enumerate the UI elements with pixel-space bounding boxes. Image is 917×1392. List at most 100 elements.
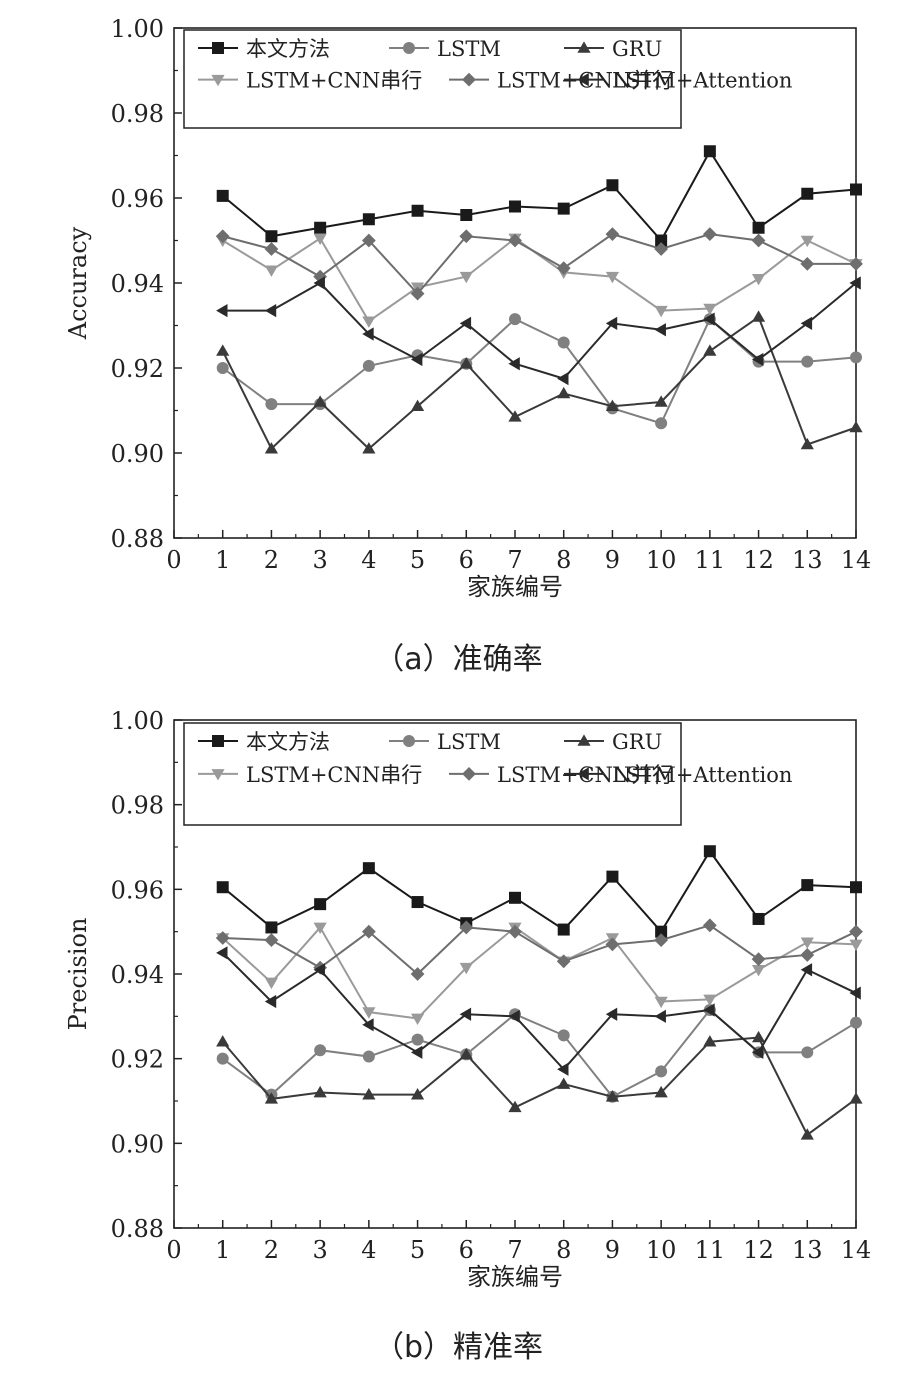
x-tick-label: 2: [264, 1236, 279, 1264]
data-point-gru: [410, 399, 425, 412]
data-point-lstm-attention: [800, 963, 813, 977]
data-point-gru: [557, 386, 571, 399]
data-point-gru: [264, 442, 279, 454]
series-line-lstm-cnn-parallel: [222, 233, 856, 296]
data-point-lstm-cnn-serial: [459, 271, 473, 284]
data-point-gru: [362, 442, 376, 454]
data-point-ours: [362, 862, 375, 875]
legend-entry-lstm-cnn-serial: LSTM+CNN串行: [198, 763, 422, 787]
x-tick-label: 1: [215, 546, 230, 574]
x-tick-label: 5: [410, 1236, 425, 1264]
data-point-lstm-cnn-parallel: [459, 920, 474, 935]
legend-entry-lstm: LSTM: [389, 730, 501, 754]
x-tick-label: 13: [792, 1236, 823, 1264]
data-point-lstm-attention: [654, 1009, 666, 1023]
legend-entry-lstm-attention: LSTM+Attention: [564, 69, 792, 93]
data-point-ours: [557, 202, 570, 215]
series-gru: [216, 310, 863, 454]
data-point-gru: [264, 1092, 279, 1104]
data-point-lstm: [655, 1065, 668, 1078]
data-point-lstm-cnn-serial: [849, 939, 863, 951]
data-point-gru: [800, 437, 814, 450]
y-tick-label: 0.92: [111, 1046, 164, 1074]
legend-marker: [403, 42, 415, 54]
legend-label: LSTM+Attention: [612, 763, 792, 787]
data-point-lstm-cnn-parallel: [410, 286, 425, 301]
data-point-lstm-attention: [410, 1045, 423, 1059]
data-point-lstm: [216, 1052, 229, 1065]
data-point-gru: [508, 1100, 522, 1113]
y-axis-label: Accuracy: [64, 226, 92, 340]
x-tick-label: 8: [556, 1236, 571, 1264]
data-point-lstm-cnn-parallel: [361, 924, 376, 939]
x-tick-label: 12: [743, 1236, 774, 1264]
data-point-ours: [460, 209, 473, 221]
data-point-lstm-cnn-parallel: [751, 233, 766, 248]
data-point-lstm-cnn-parallel: [410, 967, 425, 981]
x-tick-label: 7: [507, 546, 522, 574]
data-point-lstm-attention: [849, 276, 861, 290]
data-point-lstm-cnn-serial: [362, 316, 376, 328]
x-tick-label: 3: [313, 1236, 328, 1264]
y-tick-label: 0.88: [111, 525, 164, 553]
series-line-gru: [221, 1036, 857, 1137]
series-line-lstm-attention: [222, 952, 857, 1071]
data-point-lstm: [314, 1044, 327, 1057]
series-ours: [216, 145, 862, 247]
data-point-lstm-cnn-serial: [654, 996, 668, 1009]
data-point-lstm-attention: [459, 1007, 472, 1021]
legend-entry-ours: 本文方法: [198, 730, 330, 754]
legend-label: LSTM: [437, 730, 501, 754]
data-point-gru: [216, 1035, 230, 1047]
data-point-ours: [509, 891, 521, 904]
legend-marker: [577, 73, 589, 87]
data-point-lstm: [850, 1016, 862, 1029]
y-tick-label: 0.90: [111, 1130, 164, 1158]
data-point-lstm-cnn-parallel: [556, 954, 571, 969]
data-point-ours: [314, 221, 327, 234]
data-point-lstm-cnn-parallel: [654, 242, 669, 256]
data-point-lstm-cnn-parallel: [508, 924, 522, 939]
data-point-ours: [509, 200, 521, 213]
data-point-lstm-attention: [751, 1045, 764, 1059]
data-point-ours: [265, 921, 278, 934]
y-tick-label: 0.90: [111, 440, 164, 468]
x-tick-label: 10: [646, 1236, 677, 1264]
data-point-gru: [508, 410, 522, 422]
data-point-ours: [801, 879, 814, 892]
legend-entry-gru: GRU: [564, 37, 662, 61]
data-point-gru: [459, 357, 473, 369]
data-point-gru: [654, 395, 668, 407]
data-point-lstm-cnn-parallel: [702, 918, 717, 933]
data-point-lstm-cnn-serial: [410, 1013, 425, 1026]
legend-label: 本文方法: [246, 37, 330, 61]
y-tick-label: 0.88: [111, 1215, 164, 1243]
legend-marker: [577, 767, 589, 781]
legend-entry-gru: GRU: [564, 730, 662, 754]
data-point-lstm-cnn-parallel: [605, 937, 620, 952]
data-point-lstm: [850, 351, 862, 364]
data-point-ours: [752, 912, 765, 925]
legend-marker: [577, 734, 591, 746]
data-point-gru: [800, 1128, 814, 1140]
data-point-ours: [216, 189, 229, 202]
series-lstm-cnn-parallel: [215, 227, 863, 301]
y-tick-label: 1.00: [111, 15, 164, 43]
x-tick-label: 7: [507, 1236, 522, 1264]
data-point-lstm-cnn-parallel: [264, 933, 279, 948]
data-point-lstm: [557, 336, 570, 349]
x-tick-label: 2: [264, 546, 279, 574]
data-point-lstm-cnn-serial: [313, 922, 327, 935]
legend: 本文方法LSTMGRULSTM+CNN串行LSTM+CNN并行LSTM+Atte…: [183, 29, 792, 129]
legend-entry-lstm-cnn-serial: LSTM+CNN串行: [198, 69, 422, 93]
x-tick-label: 4: [361, 1236, 376, 1264]
data-point-gru: [313, 395, 327, 407]
data-point-lstm-cnn-parallel: [508, 233, 522, 248]
series-line-lstm-cnn-parallel: [222, 924, 857, 976]
data-point-lstm-attention: [313, 963, 325, 977]
series-line-gru: [221, 315, 857, 451]
data-point-lstm: [362, 359, 375, 372]
x-tick-label: 0: [166, 1236, 181, 1264]
data-point-ours: [606, 179, 619, 192]
